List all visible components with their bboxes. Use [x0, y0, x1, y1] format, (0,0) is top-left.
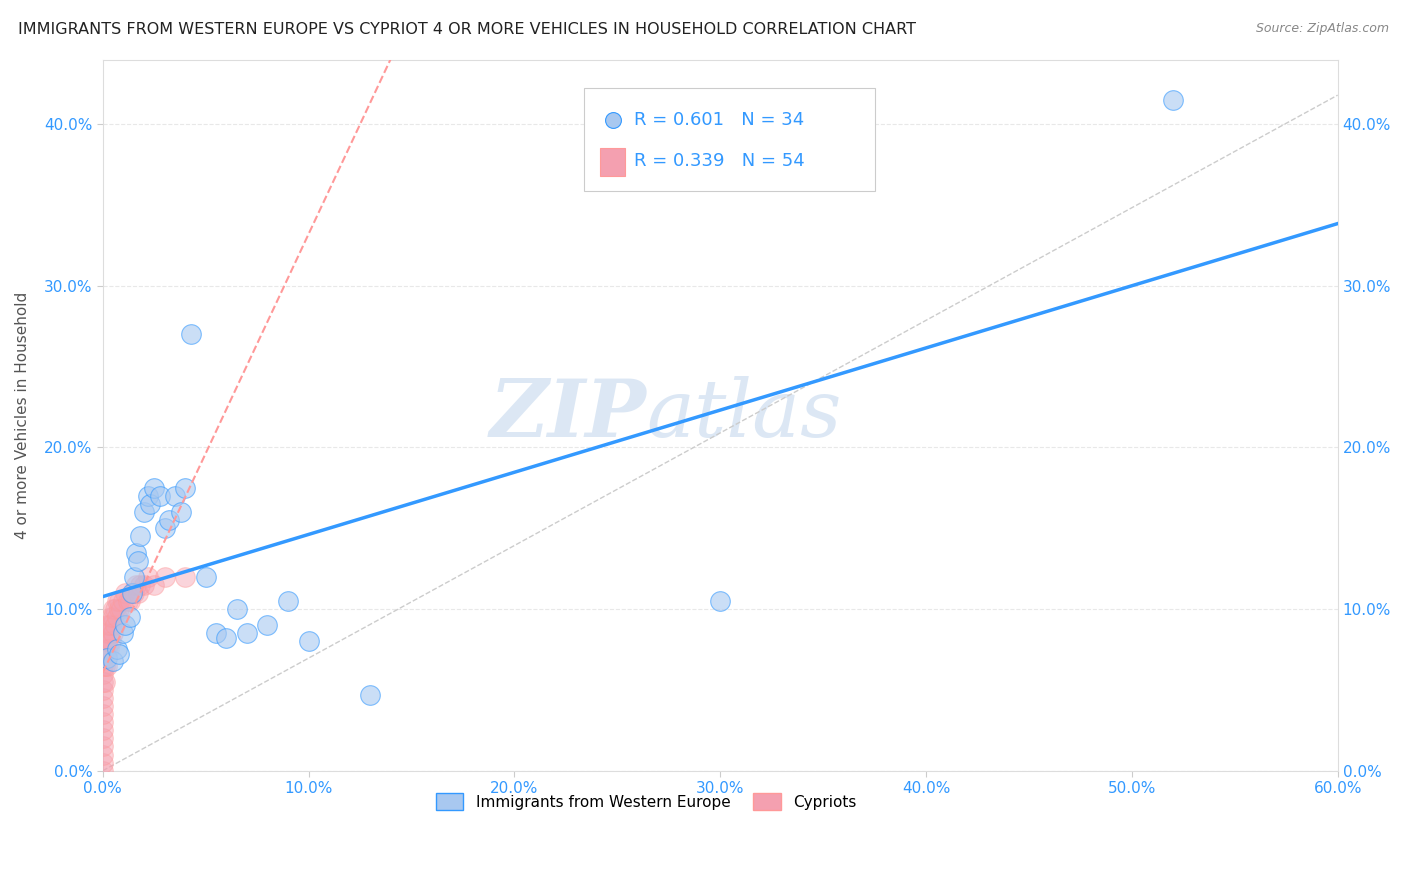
Point	[122, 586, 145, 600]
Point	[236, 626, 259, 640]
Point	[91, 699, 114, 714]
Point	[125, 545, 148, 559]
Point	[108, 594, 131, 608]
Text: R = 0.339   N = 54: R = 0.339 N = 54	[634, 152, 804, 169]
Point	[101, 654, 124, 668]
Point	[1161, 93, 1184, 107]
Point	[143, 578, 166, 592]
Legend: Immigrants from Western Europe, Cypriots: Immigrants from Western Europe, Cypriots	[430, 787, 862, 816]
Point	[105, 642, 128, 657]
Point	[101, 626, 124, 640]
Text: IMMIGRANTS FROM WESTERN EUROPE VS CYPRIOT 4 OR MORE VEHICLES IN HOUSEHOLD CORREL: IMMIGRANTS FROM WESTERN EUROPE VS CYPRIO…	[18, 22, 917, 37]
Point	[98, 642, 121, 657]
Point	[174, 570, 197, 584]
Point	[110, 602, 132, 616]
Point	[215, 631, 238, 645]
Point	[91, 756, 114, 770]
Point	[136, 489, 159, 503]
Point	[91, 764, 114, 778]
Point	[205, 626, 228, 640]
Point	[91, 682, 114, 697]
Point	[114, 618, 136, 632]
Point	[91, 739, 114, 754]
Point	[94, 658, 117, 673]
Point	[709, 594, 731, 608]
Point	[128, 578, 150, 592]
Point	[143, 481, 166, 495]
Y-axis label: 4 or more Vehicles in Household: 4 or more Vehicles in Household	[15, 292, 30, 539]
Point	[256, 618, 278, 632]
Point	[180, 327, 202, 342]
Text: R = 0.601   N = 34: R = 0.601 N = 34	[634, 112, 804, 129]
Point	[94, 674, 117, 689]
Point	[94, 626, 117, 640]
Point	[94, 634, 117, 648]
Point	[100, 610, 122, 624]
Point	[121, 586, 143, 600]
Point	[139, 497, 162, 511]
Point	[114, 586, 136, 600]
Point	[136, 570, 159, 584]
Point	[96, 618, 118, 632]
Point	[98, 618, 121, 632]
Point	[108, 602, 131, 616]
Point	[118, 610, 141, 624]
FancyBboxPatch shape	[585, 88, 875, 191]
Point	[91, 658, 114, 673]
FancyBboxPatch shape	[600, 148, 626, 177]
Point	[153, 570, 176, 584]
Point	[100, 634, 122, 648]
Point	[153, 521, 176, 535]
Point	[118, 594, 141, 608]
Point	[163, 489, 186, 503]
Point	[174, 481, 197, 495]
Point	[127, 553, 149, 567]
Point	[122, 570, 145, 584]
Point	[225, 602, 247, 616]
Point	[104, 618, 127, 632]
Text: atlas: atlas	[647, 376, 842, 454]
Point	[132, 578, 155, 592]
Point	[105, 594, 128, 608]
Point	[101, 602, 124, 616]
Point	[149, 489, 172, 503]
Point	[108, 648, 131, 662]
Point	[100, 618, 122, 632]
Text: ZIP: ZIP	[489, 376, 647, 454]
Point	[125, 578, 148, 592]
Point	[91, 707, 114, 722]
Point	[277, 594, 299, 608]
Point	[194, 570, 217, 584]
Point	[91, 650, 114, 665]
Point	[98, 626, 121, 640]
Point	[117, 594, 139, 608]
Point	[96, 650, 118, 665]
Point	[94, 642, 117, 657]
Point	[96, 642, 118, 657]
Point	[105, 610, 128, 624]
Point	[91, 666, 114, 681]
Point	[359, 688, 381, 702]
Point	[96, 658, 118, 673]
Point	[91, 715, 114, 730]
Point	[101, 610, 124, 624]
Point	[91, 674, 114, 689]
Point	[128, 529, 150, 543]
Point	[170, 505, 193, 519]
Point	[132, 505, 155, 519]
Point	[104, 602, 127, 616]
Point	[91, 690, 114, 705]
Point	[127, 586, 149, 600]
Point	[112, 626, 135, 640]
Point	[297, 634, 319, 648]
Point	[91, 723, 114, 738]
Text: Source: ZipAtlas.com: Source: ZipAtlas.com	[1256, 22, 1389, 36]
Point	[96, 634, 118, 648]
Point	[91, 747, 114, 762]
Point	[112, 594, 135, 608]
Point	[157, 513, 180, 527]
Point	[121, 586, 143, 600]
Point	[91, 731, 114, 746]
